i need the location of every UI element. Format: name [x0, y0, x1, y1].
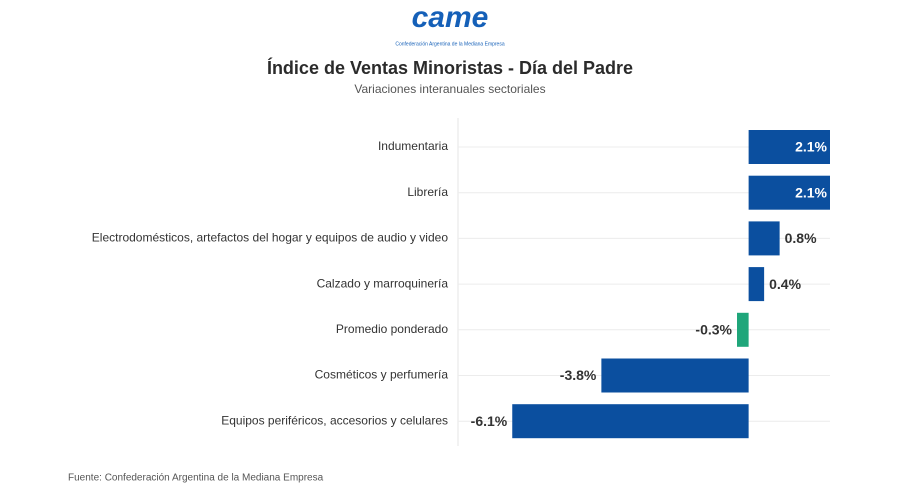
category-label: Cosméticos y perfumería: [315, 368, 449, 382]
value-label: -3.8%: [560, 367, 597, 383]
value-label: -0.3%: [695, 322, 732, 338]
bar: [748, 267, 765, 302]
bar: [512, 404, 749, 439]
category-label: Promedio ponderado: [336, 322, 448, 336]
bar: [748, 221, 780, 256]
category-label: Calzado y marroquinería: [317, 276, 449, 290]
logo: came: [412, 1, 489, 34]
chart-subtitle: Variaciones interanuales sectoriales: [354, 82, 545, 96]
category-label: Equipos periféricos, accesorios y celula…: [221, 413, 448, 427]
logo-tagline: Confederación Argentina de la Mediana Em…: [395, 41, 504, 47]
value-label: 0.8%: [785, 230, 817, 246]
chart-title: Índice de Ventas Minoristas - Día del Pa…: [267, 57, 633, 78]
value-label: 2.1%: [795, 139, 827, 155]
value-label: -6.1%: [471, 413, 508, 429]
bar: [601, 358, 749, 393]
value-label: 0.4%: [769, 276, 801, 292]
source: Fuente: Confederación Argentina de la Me…: [68, 473, 324, 484]
bar: [748, 130, 830, 164]
value-label: 2.1%: [795, 184, 827, 200]
category-label: Indumentaria: [378, 139, 448, 153]
category-label: Librería: [407, 185, 448, 199]
bar: [748, 175, 830, 210]
category-label: Electrodomésticos, artefactos del hogar …: [92, 231, 449, 245]
bar: [737, 312, 749, 347]
